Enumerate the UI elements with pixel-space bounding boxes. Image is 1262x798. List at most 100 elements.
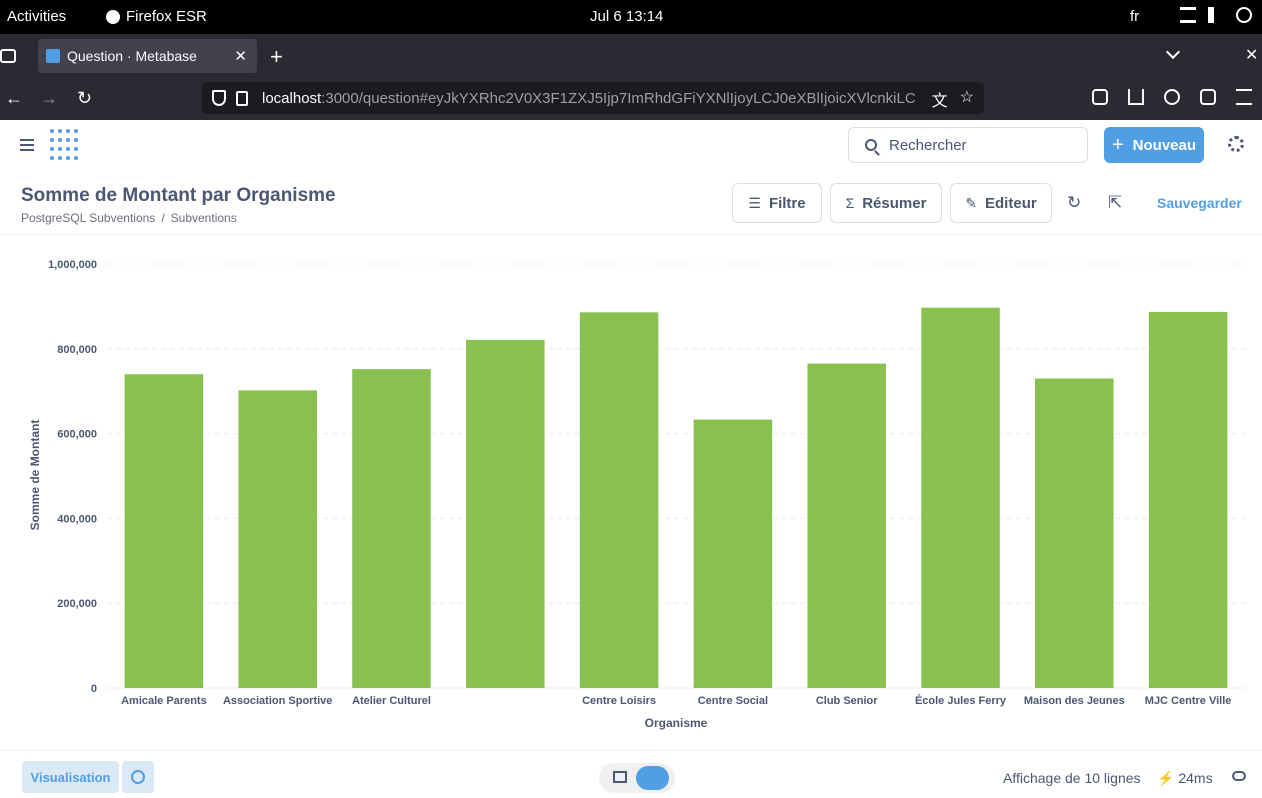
new-button-label: Nouveau bbox=[1132, 136, 1197, 154]
pocket-icon[interactable] bbox=[1092, 89, 1108, 105]
url-bar[interactable]: localhost:3000/question#eyJkYXRhc2V0X3F1… bbox=[202, 82, 984, 114]
bar[interactable] bbox=[352, 369, 431, 688]
reload-icon[interactable]: ↻ bbox=[77, 88, 93, 108]
activities-button[interactable]: Activities bbox=[7, 8, 67, 25]
save-button[interactable]: Sauvegarder bbox=[1157, 195, 1242, 211]
visualization-button[interactable]: Visualisation bbox=[22, 761, 119, 793]
x-tick-label: Amicale Parents bbox=[121, 695, 207, 707]
bar-chart: 0 200,000 400,000 600,000 800,000 1,000,000 A… bbox=[28, 259, 1245, 730]
tab-title: Question · Metabase bbox=[67, 48, 197, 64]
bar[interactable] bbox=[466, 339, 545, 688]
search-input[interactable]: Rechercher bbox=[848, 127, 1088, 163]
y-tick-label: 400,000 bbox=[57, 513, 97, 525]
download-icon[interactable] bbox=[1232, 771, 1246, 781]
filter-icon: ☰ bbox=[748, 194, 761, 211]
search-icon bbox=[865, 139, 877, 151]
network-icon bbox=[1180, 7, 1196, 23]
filter-label: Filtre bbox=[768, 194, 806, 212]
breadcrumb-database[interactable]: PostgreSQL Subventions bbox=[21, 211, 156, 225]
share-icon[interactable]: ⇱ bbox=[1108, 193, 1123, 212]
account-icon[interactable] bbox=[1164, 89, 1180, 105]
sidebar-toggle-icon[interactable] bbox=[20, 139, 34, 154]
editor-button[interactable]: ✎ Editeur bbox=[950, 183, 1052, 223]
editor-label: Editeur bbox=[985, 194, 1037, 212]
bar[interactable] bbox=[238, 390, 317, 688]
y-tick-label: 800,000 bbox=[57, 344, 97, 356]
tab-strip: Question · Metabase ✕ + ✕ bbox=[0, 34, 1262, 78]
toolbar-icons bbox=[1092, 89, 1252, 105]
menu-icon[interactable] bbox=[1236, 89, 1252, 105]
clock[interactable]: Jul 6 13:14 bbox=[590, 8, 664, 25]
bar[interactable] bbox=[1035, 378, 1114, 688]
bar[interactable] bbox=[124, 374, 204, 688]
bar[interactable] bbox=[579, 312, 659, 688]
breadcrumb-separator: / bbox=[161, 211, 165, 225]
x-tick-label: Atelier Culturel bbox=[352, 695, 431, 707]
close-window-icon[interactable]: ✕ bbox=[1245, 47, 1259, 64]
question-header: Somme de Montant par Organisme PostgreSQ… bbox=[0, 170, 1262, 235]
app-name: Firefox ESR bbox=[126, 8, 207, 25]
back-icon[interactable]: ← bbox=[5, 88, 23, 108]
breadcrumb: PostgreSQL Subventions / Subventions bbox=[21, 211, 237, 225]
url-actions: 文 ☆ bbox=[932, 87, 974, 111]
table-view-icon[interactable] bbox=[613, 771, 627, 783]
view-toggle bbox=[599, 763, 675, 793]
shield-icon[interactable] bbox=[212, 90, 226, 106]
bars bbox=[124, 307, 1228, 688]
bar[interactable] bbox=[1148, 311, 1228, 688]
system-top-bar: Activities Firefox ESR Jul 6 13:14 fr bbox=[0, 0, 1262, 34]
url-path: :3000/question#eyJkYXRhc2V0X3F1ZXJ5Ijp7I… bbox=[321, 89, 916, 107]
browser-tab[interactable]: Question · Metabase ✕ bbox=[38, 39, 257, 73]
summarize-label: Résumer bbox=[862, 194, 927, 212]
question-title[interactable]: Somme de Montant par Organisme bbox=[21, 185, 336, 206]
new-button[interactable]: + Nouveau bbox=[1104, 127, 1204, 163]
bar[interactable] bbox=[807, 363, 886, 688]
app-menu[interactable]: Firefox ESR bbox=[106, 8, 207, 25]
breadcrumb-table[interactable]: Subventions bbox=[170, 211, 237, 225]
search-placeholder: Rechercher bbox=[889, 136, 967, 154]
chevron-down-icon[interactable] bbox=[1165, 44, 1181, 60]
metabase-favicon-icon bbox=[46, 49, 60, 63]
bar[interactable] bbox=[693, 419, 773, 688]
footer-bar: Visualisation Affichage de 10 lignes ⚡ 2… bbox=[0, 750, 1262, 798]
download-icon[interactable] bbox=[1128, 89, 1144, 105]
x-tick-label: MJC Centre Ville bbox=[1145, 695, 1232, 707]
gear-icon bbox=[131, 770, 145, 784]
star-icon[interactable]: ☆ bbox=[959, 89, 974, 106]
forward-icon[interactable]: → bbox=[40, 88, 58, 108]
y-tick-label: 600,000 bbox=[57, 429, 97, 441]
close-tab-icon[interactable]: ✕ bbox=[234, 48, 247, 65]
bar[interactable] bbox=[921, 307, 1000, 688]
y-tick-label: 200,000 bbox=[57, 598, 97, 610]
translate-icon[interactable]: 文 bbox=[931, 93, 948, 110]
plus-icon: + bbox=[1111, 133, 1124, 156]
extensions-icon[interactable] bbox=[1200, 89, 1216, 105]
system-tray[interactable] bbox=[1180, 7, 1252, 23]
pencil-icon: ✎ bbox=[965, 194, 978, 211]
sum-icon: Σ bbox=[845, 195, 855, 211]
sidebar-icon[interactable] bbox=[0, 49, 16, 63]
row-count: Affichage de 10 lignes bbox=[1003, 770, 1141, 786]
y-tick-label: 0 bbox=[91, 683, 97, 695]
viz-settings-button[interactable] bbox=[122, 761, 154, 793]
power-icon bbox=[1236, 7, 1252, 23]
chart-view-icon[interactable] bbox=[636, 766, 669, 790]
summarize-button[interactable]: Σ Résumer bbox=[830, 183, 942, 223]
x-axis-label: Organisme bbox=[645, 716, 708, 730]
y-axis-label: Somme de Montant bbox=[28, 420, 42, 531]
page-icon[interactable] bbox=[236, 90, 248, 106]
x-tick-label: Club Senior bbox=[816, 695, 878, 707]
x-tick-label: École Jules Ferry bbox=[915, 694, 1007, 707]
y-axis-ticks: 0 200,000 400,000 600,000 800,000 1,000,000 bbox=[48, 259, 97, 695]
firefox-icon bbox=[106, 9, 120, 24]
volume-icon bbox=[1208, 7, 1224, 23]
x-tick-label: Maison des Jeunes bbox=[1024, 695, 1125, 707]
filter-button[interactable]: ☰ Filtre bbox=[732, 183, 822, 223]
settings-gear-icon[interactable] bbox=[1228, 136, 1244, 152]
refresh-icon[interactable]: ↻ bbox=[1067, 193, 1082, 212]
y-tick-label: 1,000,000 bbox=[48, 259, 97, 271]
metabase-logo-icon[interactable] bbox=[50, 129, 78, 161]
new-tab-icon[interactable]: + bbox=[270, 44, 283, 69]
input-language[interactable]: fr bbox=[1130, 8, 1140, 25]
x-tick-label: Association Sportive bbox=[223, 695, 332, 707]
